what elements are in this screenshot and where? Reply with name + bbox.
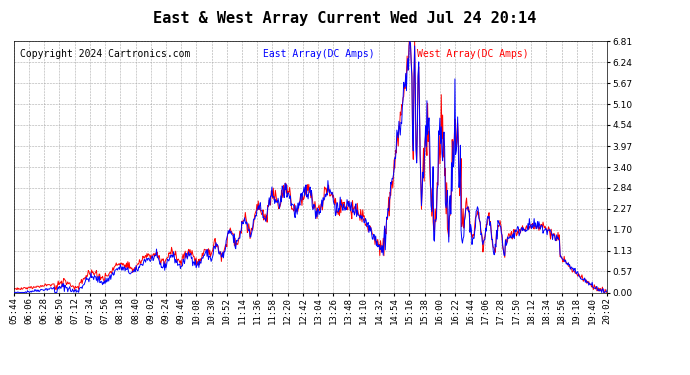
- Text: West Array(DC Amps): West Array(DC Amps): [417, 49, 529, 59]
- Text: East & West Array Current Wed Jul 24 20:14: East & West Array Current Wed Jul 24 20:…: [153, 11, 537, 26]
- Text: East Array(DC Amps): East Array(DC Amps): [263, 49, 375, 59]
- Text: Copyright 2024 Cartronics.com: Copyright 2024 Cartronics.com: [20, 49, 190, 59]
